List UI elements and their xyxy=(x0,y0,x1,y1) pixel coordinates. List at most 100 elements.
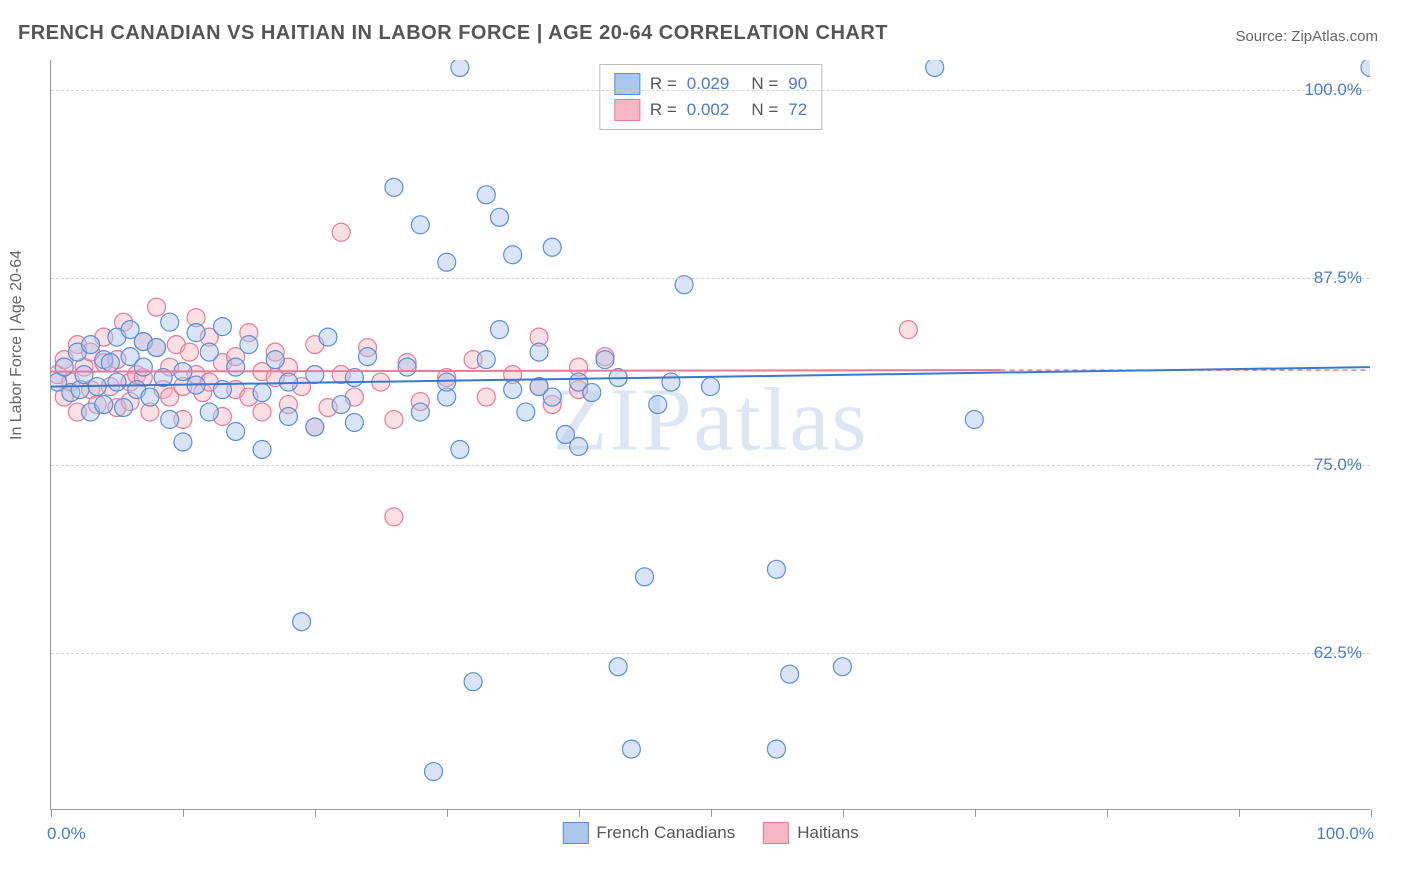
data-point xyxy=(82,343,100,361)
legend-series-name: Haitians xyxy=(797,823,858,843)
data-point xyxy=(636,568,654,586)
x-tick xyxy=(315,809,316,817)
data-point xyxy=(332,396,350,414)
y-tick-label: 100.0% xyxy=(1304,80,1362,100)
legend-item: French Canadians xyxy=(562,822,735,844)
data-point xyxy=(306,418,324,436)
data-point xyxy=(965,411,983,429)
x-axis-min-label: 0.0% xyxy=(47,824,86,844)
data-point xyxy=(95,328,113,346)
data-point xyxy=(530,378,548,396)
data-point xyxy=(55,388,73,406)
data-point xyxy=(101,354,119,372)
data-point xyxy=(279,358,297,376)
data-point xyxy=(68,343,86,361)
data-point xyxy=(306,336,324,354)
data-point xyxy=(702,378,720,396)
legend-n-value: 90 xyxy=(788,74,807,94)
data-point xyxy=(293,613,311,631)
data-point xyxy=(174,411,192,429)
data-point xyxy=(359,339,377,357)
data-point xyxy=(134,333,152,351)
data-point xyxy=(490,321,508,339)
data-point xyxy=(477,186,495,204)
data-point xyxy=(411,216,429,234)
data-point xyxy=(425,763,443,781)
data-point xyxy=(213,318,231,336)
data-point xyxy=(266,369,284,387)
data-point xyxy=(1361,60,1370,76)
x-tick xyxy=(1371,809,1372,817)
gridline xyxy=(51,278,1370,279)
trend-line xyxy=(51,367,1370,386)
data-point xyxy=(253,384,271,402)
gridline xyxy=(51,653,1370,654)
data-point xyxy=(51,373,67,391)
data-point xyxy=(213,381,231,399)
data-point xyxy=(115,313,133,331)
data-point xyxy=(154,381,172,399)
legend-r-label: R = xyxy=(650,74,677,94)
data-point xyxy=(438,373,456,391)
data-point xyxy=(181,343,199,361)
x-axis-max-label: 100.0% xyxy=(1316,824,1374,844)
data-point xyxy=(438,369,456,387)
data-point xyxy=(319,399,337,417)
legend-series-name: French Canadians xyxy=(596,823,735,843)
data-point xyxy=(227,348,245,366)
data-point xyxy=(148,298,166,316)
chart-title: FRENCH CANADIAN VS HAITIAN IN LABOR FORC… xyxy=(18,22,888,45)
data-point xyxy=(227,423,245,441)
data-point xyxy=(385,411,403,429)
data-point xyxy=(240,336,258,354)
data-point xyxy=(108,351,126,369)
trend-line xyxy=(51,370,1001,371)
legend-r-value: 0.029 xyxy=(687,74,730,94)
data-point xyxy=(306,366,324,384)
data-point xyxy=(68,336,86,354)
data-point xyxy=(128,381,146,399)
data-point xyxy=(543,238,561,256)
data-point xyxy=(530,328,548,346)
data-point xyxy=(55,358,73,376)
data-point xyxy=(82,381,100,399)
data-point xyxy=(649,396,667,414)
data-point xyxy=(477,351,495,369)
data-point xyxy=(108,328,126,346)
data-point xyxy=(279,396,297,414)
data-point xyxy=(194,384,212,402)
data-point xyxy=(359,348,377,366)
data-point xyxy=(161,313,179,331)
data-point xyxy=(596,348,614,366)
x-tick xyxy=(711,809,712,817)
data-point xyxy=(187,324,205,342)
chart-svg xyxy=(51,60,1370,809)
data-point xyxy=(200,343,218,361)
data-point xyxy=(240,324,258,342)
data-point xyxy=(62,373,80,391)
data-point xyxy=(385,508,403,526)
legend-swatch xyxy=(763,822,789,844)
data-point xyxy=(662,373,680,391)
data-point xyxy=(266,351,284,369)
plot-area: ZIPatlas R =0.029N =90R =0.002N =72 Fren… xyxy=(50,60,1370,810)
x-tick xyxy=(1239,809,1240,817)
legend-row: R =0.029N =90 xyxy=(614,71,807,97)
data-point xyxy=(451,60,469,76)
gridline xyxy=(51,90,1370,91)
data-point xyxy=(167,336,185,354)
legend-row: R =0.002N =72 xyxy=(614,97,807,123)
legend-swatch xyxy=(614,99,640,121)
data-point xyxy=(227,381,245,399)
data-point xyxy=(227,358,245,376)
data-point xyxy=(464,673,482,691)
data-point xyxy=(187,376,205,394)
legend-n-label: N = xyxy=(751,100,778,120)
data-point xyxy=(332,366,350,384)
y-tick-label: 87.5% xyxy=(1314,268,1362,288)
data-point xyxy=(899,321,917,339)
x-tick xyxy=(843,809,844,817)
data-point xyxy=(101,378,119,396)
data-point xyxy=(570,437,588,455)
data-point xyxy=(134,333,152,351)
